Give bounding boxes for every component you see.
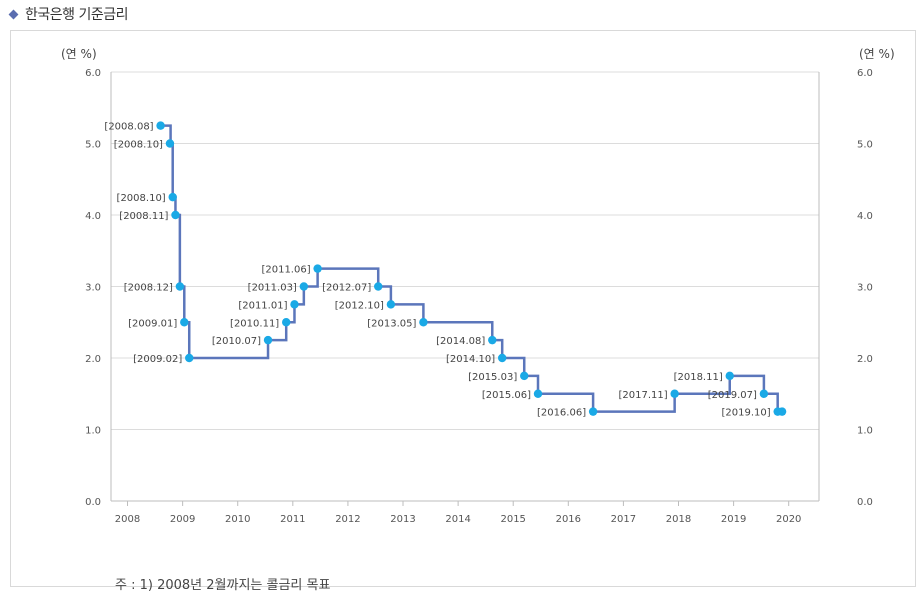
data-point-label: [2008.10] <box>117 193 166 204</box>
diamond-bullet-icon <box>8 9 19 19</box>
y-tick-label-left: 1.0 <box>85 426 101 437</box>
data-point <box>290 300 299 309</box>
x-tick-label: 2020 <box>776 514 801 525</box>
x-tick-label: 2009 <box>170 514 195 525</box>
data-point <box>175 282 185 291</box>
data-point-label: [2009.01] <box>128 318 177 329</box>
data-point <box>588 407 598 416</box>
data-point-label: [2010.07] <box>212 336 261 347</box>
data-point-label: [2011.03] <box>248 283 297 294</box>
x-tick-label: 2011 <box>280 514 305 525</box>
x-tick-label: 2010 <box>225 514 250 525</box>
data-point <box>497 353 507 363</box>
data-point <box>165 139 175 148</box>
y-tick-label-right: 4.0 <box>857 211 873 222</box>
chart-panel: 0.0 0.0 1.0 1.0 2.0 2.0 3.0 3.0 4.0 4.0 5.0 5.0 6.0 6… <box>10 30 916 593</box>
x-tick-label: 2014 <box>445 514 470 525</box>
data-point-label: [2009.02] <box>133 354 182 365</box>
data-point-label: [2008.08] <box>104 122 153 133</box>
y-tick-label-right: 5.0 <box>857 140 873 151</box>
data-point <box>282 318 291 327</box>
data-point-label: [2015.03] <box>468 372 517 383</box>
data-point-label: [2015.06] <box>482 390 531 401</box>
data-point-label: [2008.10] <box>114 140 163 151</box>
data-point <box>488 335 497 345</box>
y-unit-label-left: (연 %) <box>61 47 97 61</box>
y-tick-label-left: 5.0 <box>85 140 101 151</box>
section-header: 한국은행 기준금리 <box>8 4 129 24</box>
y-tick-label-right: 2.0 <box>857 354 873 365</box>
x-tick-label: 2019 <box>721 514 746 525</box>
data-point <box>759 389 769 398</box>
data-point <box>168 192 177 202</box>
data-point-label: [2019.10] <box>722 408 771 419</box>
y-tick-label-left: 2.0 <box>85 354 101 365</box>
data-point-label: [2014.10] <box>446 354 495 365</box>
data-point <box>533 389 543 398</box>
y-unit-label-right: (연 %) <box>859 47 895 61</box>
data-point-label: [2011.06] <box>261 265 310 276</box>
data-point <box>156 121 165 130</box>
data-point-label: [2010.11] <box>230 318 279 329</box>
data-point <box>263 335 273 345</box>
y-tick-label-right: 0.0 <box>857 497 873 508</box>
data-point <box>171 210 180 220</box>
data-point <box>185 353 194 363</box>
data-point <box>180 318 189 327</box>
data-point-label: [2016.06] <box>537 408 586 419</box>
x-tick-label: 2018 <box>666 514 691 525</box>
data-point-label: [2019.07] <box>708 390 757 401</box>
data-point-label: [2012.07] <box>322 283 371 294</box>
y-tick-label-left: 0.0 <box>85 497 101 508</box>
data-point <box>299 282 309 291</box>
footnote: 주 : 1) 2008년 2월까지는 콜금리 목표 <box>115 578 331 593</box>
x-tick-label: 2016 <box>556 514 581 525</box>
y-tick-label-left: 4.0 <box>85 211 101 222</box>
rate-chart: 0.0 0.0 1.0 1.0 2.0 2.0 3.0 3.0 4.0 4.0 5.0 5.0 6.0 6… <box>61 47 895 525</box>
x-tick-label: 2015 <box>500 514 525 525</box>
data-point <box>670 389 679 398</box>
data-point-label: [2012.10] <box>335 300 384 311</box>
y-tick-label-left: 3.0 <box>85 283 101 294</box>
y-tick-label-left: 6.0 <box>85 68 101 79</box>
data-point-label: [2013.05] <box>367 318 416 329</box>
x-tick-label: 2012 <box>335 514 360 525</box>
data-point-label: [2008.11] <box>119 211 168 222</box>
y-tick-label-right: 6.0 <box>857 68 873 79</box>
data-point-label: [2011.01] <box>238 300 287 311</box>
data-point-label: [2014.08] <box>436 336 485 347</box>
x-tick-label: 2017 <box>611 514 636 525</box>
data-point <box>386 300 396 309</box>
data-point <box>374 282 383 291</box>
data-point <box>725 371 734 381</box>
y-tick-label-right: 3.0 <box>857 283 873 294</box>
section-title: 한국은행 기준금리 <box>25 7 129 23</box>
data-point-label: [2017.11] <box>618 390 667 401</box>
data-point <box>313 264 322 273</box>
data-point <box>419 318 428 327</box>
data-point <box>520 371 529 381</box>
rate-series-line <box>160 124 783 413</box>
x-tick-label: 2013 <box>390 514 415 525</box>
data-point <box>777 407 787 416</box>
data-point-label: [2008.12] <box>124 283 173 294</box>
x-tick-label: 2008 <box>115 514 140 525</box>
y-tick-label-right: 1.0 <box>857 426 873 437</box>
data-point-label: [2018.11] <box>674 372 723 383</box>
